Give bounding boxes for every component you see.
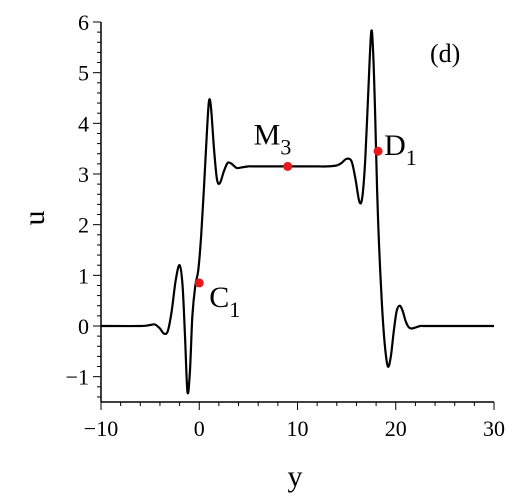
x-tick-label: 10 [287,416,309,441]
point-marker-d1 [373,146,383,156]
y-tick-label: −1 [66,365,89,390]
y-tick-label: 1 [78,263,89,288]
y-tick-label: 6 [78,10,89,35]
point-label-subscript: 1 [229,297,240,322]
panel-label: (d) [430,39,460,68]
point-label-d1: D1 [384,129,417,170]
x-tick-label: 30 [483,416,505,441]
y-tick-label: 5 [78,61,89,86]
x-tick-label: 0 [194,416,205,441]
point-label-subscript: 3 [280,134,291,159]
x-tick-label: 20 [385,416,407,441]
point-marker-m3 [283,161,293,171]
point-label-subscript: 1 [406,145,417,170]
point-marker-c1 [194,278,204,288]
y-tick-label: 0 [78,314,89,339]
y-tick-label: 2 [78,213,89,238]
y-tick-label: 4 [78,111,89,136]
y-tick-label: 3 [78,162,89,187]
y-axis-label: u [18,211,51,226]
series-line [100,29,494,395]
point-label-m3: M3 [254,118,292,159]
x-axis-label: y [288,460,303,493]
point-label-c1: C1 [209,281,240,322]
x-tick-label: −10 [84,416,118,441]
